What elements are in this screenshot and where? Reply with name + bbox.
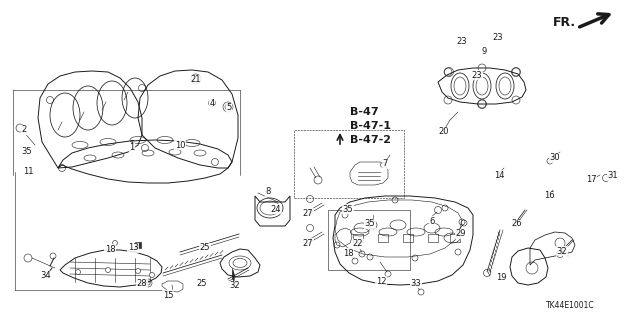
Text: 17: 17 [586,174,596,183]
Text: TK44E1001C: TK44E1001C [546,300,595,309]
Text: 7: 7 [382,160,388,168]
Bar [378,234,388,242]
Text: 13: 13 [128,243,138,253]
Text: 10: 10 [175,140,185,150]
Text: 30: 30 [550,153,560,162]
Text: 26: 26 [512,219,522,228]
Text: 32: 32 [557,247,567,256]
Circle shape [150,272,154,278]
Text: 18: 18 [342,249,353,257]
Text: 23: 23 [493,33,503,41]
Circle shape [76,270,81,275]
Bar [328,210,410,270]
Bar [353,234,363,242]
Text: 15: 15 [163,291,173,300]
Text: 16: 16 [544,191,554,201]
Text: 35: 35 [342,204,353,213]
Text: 21: 21 [191,76,201,85]
Text: 24: 24 [271,204,281,213]
Text: 28: 28 [137,278,147,287]
Text: B-47-2: B-47-2 [350,135,391,145]
Bar [403,234,413,242]
Text: 6: 6 [429,217,435,226]
Text: 9: 9 [481,48,486,56]
Text: 33: 33 [411,278,421,287]
Circle shape [106,268,111,272]
Text: 1: 1 [129,144,134,152]
Text: 11: 11 [23,167,33,176]
Text: B-47: B-47 [350,107,379,117]
Text: 8: 8 [266,188,271,197]
Text: 12: 12 [376,277,387,286]
Text: 25: 25 [200,243,211,253]
Text: 35: 35 [22,146,32,155]
Bar [428,234,438,242]
Bar [450,234,460,242]
Text: 19: 19 [496,273,506,283]
Text: 2: 2 [21,125,27,135]
Text: 35: 35 [365,219,375,228]
Circle shape [136,269,141,273]
Text: 29: 29 [456,229,467,239]
Bar [294,130,404,198]
Text: 4: 4 [209,99,214,108]
Text: 23: 23 [457,38,467,47]
Text: 14: 14 [493,170,504,180]
Text: 20: 20 [439,128,449,137]
Text: 27: 27 [303,209,314,218]
Text: 23: 23 [472,70,483,79]
Bar [135,242,141,248]
Text: 34: 34 [41,271,51,280]
Text: FR.: FR. [553,16,576,28]
Text: 32: 32 [230,281,240,291]
Text: 27: 27 [303,239,314,248]
Text: 18: 18 [105,244,115,254]
Text: 31: 31 [608,172,618,181]
Text: 25: 25 [196,278,207,287]
Text: 5: 5 [227,103,232,113]
Text: B-47-1: B-47-1 [350,121,391,131]
Text: 22: 22 [353,240,364,249]
